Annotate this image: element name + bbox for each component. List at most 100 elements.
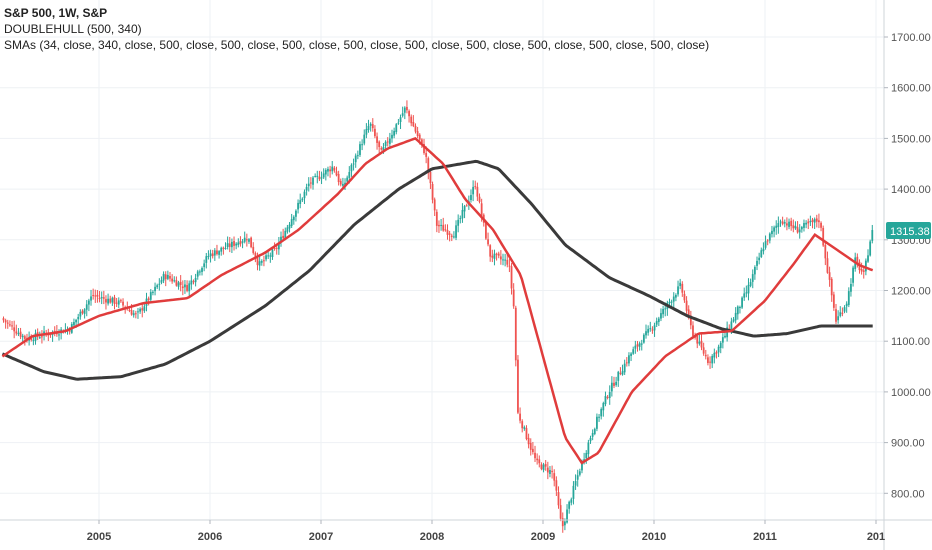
candle-body [485,222,487,239]
candle-body [818,220,820,223]
candle-body [790,220,793,227]
price-axis[interactable]: 1700.001600.001500.001400.001300.001200.… [884,32,931,500]
candle-body [79,311,82,317]
candle-body [736,306,739,315]
candle-body [440,224,442,226]
candle-body [596,416,598,429]
candle-body [96,294,99,297]
candle-body [160,280,163,283]
candle-body [664,308,667,310]
candle-body [775,225,778,228]
candle-body [348,171,351,178]
candle-body [645,331,647,336]
candle-body [81,310,84,314]
candle-body [222,247,225,249]
candle-body [828,272,831,280]
candle-body [256,257,259,266]
time-axis[interactable]: 2005 2006 2007 2008 2009 2010 2011 201 [87,520,885,543]
candle-body [431,184,434,200]
indicator-doublehull[interactable]: DOUBLEHULL (500, 340) [4,22,142,36]
candle-body [862,270,865,272]
candle-body [489,245,492,257]
candle-body [149,292,152,300]
candle-body [570,499,573,503]
candle-body [141,308,144,311]
last-price-value: 1315.38 [890,226,930,238]
candle-body [745,292,748,294]
candle-body [566,509,568,523]
candle-body [660,313,662,319]
candle-body [258,261,261,266]
candle-body [205,256,208,263]
candle-body [414,125,417,132]
candle-body [416,131,419,137]
candle-body [753,267,756,275]
candle-body [359,144,361,155]
candle-body [109,298,112,303]
candle-body [672,296,675,302]
candle-body [751,274,754,282]
candle-body [269,255,272,257]
candle-body [815,218,818,222]
candle-body [675,294,677,298]
candle-body [245,239,248,241]
candle-body [655,321,658,325]
candle-body [512,289,515,307]
candle-body [762,248,765,252]
candle-body [120,300,122,302]
candle-body [382,146,385,152]
candle-body [832,294,835,308]
candle-body [171,278,174,282]
candle-body [683,293,686,301]
candle-body [68,329,71,332]
candle-body [391,134,393,139]
candle-body [805,222,808,225]
candle-body [448,233,451,235]
candle-body [322,173,325,178]
candle-body [803,223,805,228]
indicator-smas[interactable]: SMAs (34, close, 340, close, 500, close,… [4,38,710,52]
candle-body [696,335,699,344]
candle-body [839,312,842,316]
candle-body [531,448,534,453]
candle-body [77,316,80,320]
candle-body [653,325,656,331]
candle-body [309,182,312,184]
candle-body [356,155,359,157]
candle-body [107,298,109,304]
candle-body [102,297,105,299]
candle-body [307,183,310,187]
candle-body [11,325,13,327]
candle-body [198,271,201,273]
candle-body [175,280,178,286]
candle-body [698,341,701,344]
candle-body [277,242,280,250]
candle-body [393,130,396,136]
candle-body [30,338,33,341]
candle-body [747,284,750,294]
candle-body [732,319,735,322]
candle-body [147,298,150,301]
candle-body [115,302,118,304]
candle-body [158,283,161,285]
candle-body [21,335,24,338]
candle-body [621,371,624,375]
candle-body [824,245,827,259]
candle-body [2,318,5,321]
candle-body [420,139,423,144]
candle-body [179,281,182,285]
candle-body [58,334,60,336]
candle-body [578,471,581,475]
candle-body [459,218,462,220]
candle-body [636,344,639,347]
candle-body [271,249,274,258]
candle-body [166,274,169,279]
candle-body [265,255,267,260]
candle-body [504,259,507,261]
candle-body [608,392,611,399]
candle-body [220,247,223,252]
candle-body [606,396,609,398]
symbol-title[interactable]: S&P 500, 1W, S&P [4,6,108,20]
candle-body [100,297,103,299]
